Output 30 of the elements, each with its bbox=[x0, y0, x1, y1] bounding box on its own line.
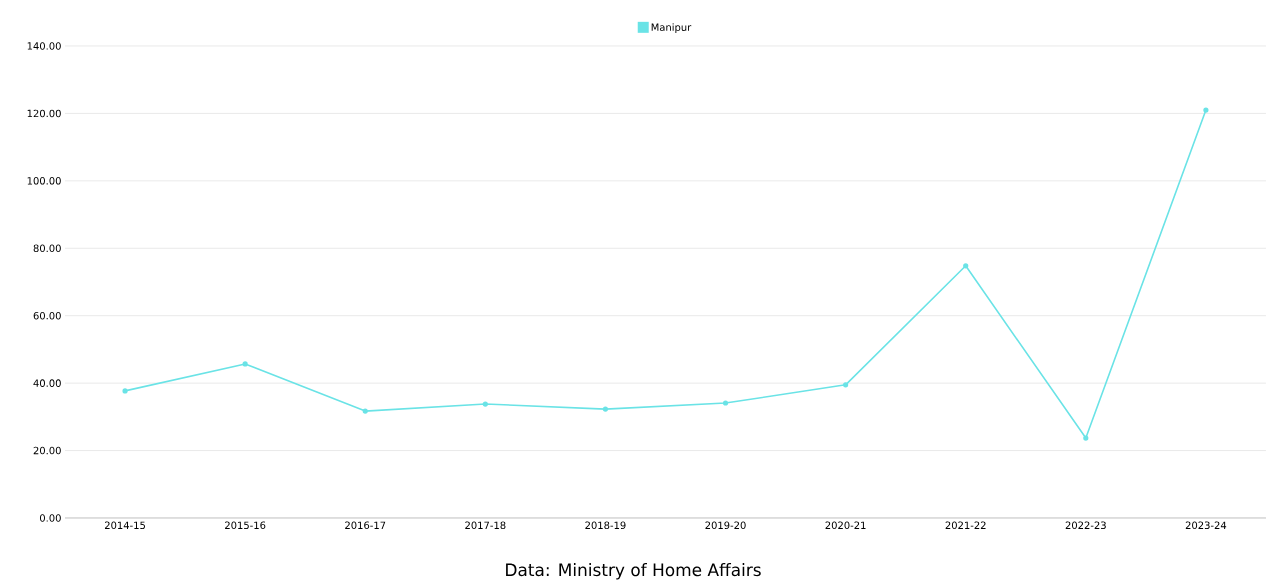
point bbox=[122, 388, 128, 394]
y-tick-label: 100.00 bbox=[27, 177, 61, 185]
point bbox=[963, 263, 969, 269]
x-tick-label: 2014-15 bbox=[104, 521, 145, 530]
x-tick-label: 2023-24 bbox=[1185, 521, 1227, 530]
y-tick-label: 20.00 bbox=[33, 446, 61, 455]
x-tick-label: 2017-18 bbox=[465, 521, 506, 530]
x-tick-label: 2018-19 bbox=[585, 521, 626, 530]
point bbox=[843, 382, 849, 388]
y-tick-label: 40.00 bbox=[33, 379, 61, 387]
point bbox=[1083, 435, 1089, 441]
x-tick-label: 2015-16 bbox=[225, 521, 266, 530]
legend-label: Manipur bbox=[651, 23, 692, 33]
x-tick-label: 2016-17 bbox=[345, 521, 386, 530]
y-tick-label: 120.00 bbox=[27, 109, 61, 118]
point bbox=[362, 408, 368, 414]
point bbox=[1203, 107, 1209, 113]
y-tick-label: 80.00 bbox=[33, 244, 61, 253]
x-tick-label: 2022-23 bbox=[1065, 521, 1106, 530]
y-tick-label: 60.00 bbox=[33, 311, 61, 320]
text: Data: Ministry of Home Affairs bbox=[506, 563, 761, 580]
y-tick-label: 140.00 bbox=[27, 42, 61, 50]
point bbox=[242, 361, 248, 367]
x-tick-label: 2020-21 bbox=[825, 521, 866, 530]
y-tick-label: 0.00 bbox=[39, 514, 61, 522]
point bbox=[482, 401, 488, 407]
x-tick-label: 2019-20 bbox=[705, 521, 746, 530]
point bbox=[722, 400, 729, 406]
x-tick-label: 2021-22 bbox=[945, 521, 986, 530]
point bbox=[602, 406, 609, 412]
